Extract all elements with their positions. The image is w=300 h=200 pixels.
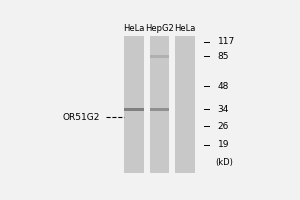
Text: 48: 48 bbox=[218, 82, 229, 91]
Text: 19: 19 bbox=[218, 140, 229, 149]
Bar bbox=[150, 36, 169, 173]
Bar bbox=[124, 108, 144, 111]
Bar bbox=[150, 108, 169, 111]
Bar bbox=[175, 36, 195, 173]
Text: 117: 117 bbox=[218, 37, 235, 46]
Text: OR51G2: OR51G2 bbox=[63, 113, 100, 122]
Bar bbox=[150, 55, 169, 58]
Text: HepG2: HepG2 bbox=[145, 24, 174, 33]
Text: 85: 85 bbox=[218, 52, 229, 61]
Bar bbox=[124, 36, 144, 173]
Text: (kD): (kD) bbox=[215, 158, 233, 167]
Text: HeLa: HeLa bbox=[123, 24, 145, 33]
Text: 34: 34 bbox=[218, 105, 229, 114]
Text: 26: 26 bbox=[218, 122, 229, 131]
Text: HeLa: HeLa bbox=[175, 24, 196, 33]
